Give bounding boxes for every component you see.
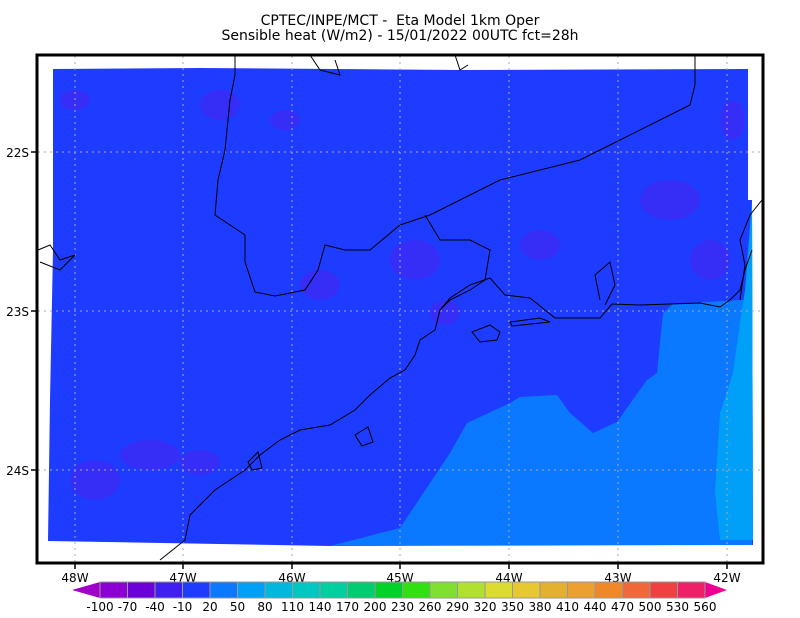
colorbar-label: 500: [639, 600, 662, 614]
title-line-2: Sensible heat (W/m2) - 15/01/2022 00UTC …: [221, 28, 579, 44]
colorbar-label: -70: [118, 600, 138, 614]
colorbar-box: [127, 581, 156, 599]
coastline-border-line: [309, 54, 341, 76]
colorbar-label: 380: [529, 600, 552, 614]
colorbar-box: [512, 581, 541, 599]
colorbar-label: 350: [501, 600, 524, 614]
colorbar-label: -10: [173, 600, 193, 614]
colorbar-label: 260: [419, 600, 442, 614]
grid-lines: [38, 56, 762, 562]
colorbar-box: [292, 581, 321, 599]
colorbar-label: -40: [145, 600, 165, 614]
colorbar-label: -100: [86, 600, 113, 614]
colorbar-label: 290: [446, 600, 469, 614]
coastline-border-line: [739, 199, 763, 301]
title-line-1: CPTEC/INPE/MCT - Eta Model 1km Oper: [260, 13, 540, 29]
coastline-border-line: [594, 261, 616, 306]
negative-flux-patch: [390, 240, 440, 280]
island-outline: [354, 426, 374, 447]
colorbar-box: [649, 581, 678, 599]
negative-flux-patch: [270, 110, 300, 130]
coastline-border-line: [159, 249, 753, 561]
coastline-border-line: [214, 55, 696, 297]
negative-flux-patch: [300, 270, 340, 300]
colorbar-label: 230: [391, 600, 414, 614]
colorbar-label: 440: [584, 600, 607, 614]
sensible-heat-field: [48, 68, 753, 546]
negative-flux-patch: [720, 100, 745, 140]
colorbar-box: [99, 581, 128, 599]
negative-flux-patch: [200, 90, 240, 120]
colorbar-label: 170: [336, 600, 359, 614]
longitude-label: 42W: [713, 571, 740, 585]
ocean-region-far: [715, 200, 753, 540]
colorbar-label: 140: [309, 600, 332, 614]
negative-flux-patch: [690, 240, 730, 280]
latitude-label: 24S: [6, 464, 29, 478]
colorbar-box: [402, 581, 431, 599]
colorbar-label: 110: [281, 600, 304, 614]
colorbar-box: [319, 581, 348, 599]
island-outline: [247, 451, 263, 471]
colorbar-label: 200: [364, 600, 387, 614]
colorbar-box: [237, 581, 266, 599]
negative-flux-patch: [120, 440, 180, 470]
colorbar-box: [539, 581, 568, 599]
island-outline: [471, 324, 501, 343]
coastline-border-line: [454, 54, 469, 71]
coastline-border-line: [37, 244, 76, 271]
ocean-region-near: [330, 300, 752, 546]
colorbar-box: [622, 581, 651, 599]
colorbar-label: 50: [230, 600, 245, 614]
negative-flux-patch: [640, 180, 700, 220]
colorbar-under-triangle: [72, 582, 100, 598]
colorbar-label: 530: [666, 600, 689, 614]
coastline-and-borders: [37, 54, 763, 561]
negative-flux-patch: [180, 450, 220, 475]
colorbar-label: 20: [202, 600, 217, 614]
colorbar-box: [594, 581, 623, 599]
colorbar-label: 470: [611, 600, 634, 614]
colorbar-over-triangle: [705, 582, 727, 598]
negative-flux-patch: [70, 460, 120, 500]
latitude-label: 23S: [6, 305, 29, 319]
colorbar-box: [567, 581, 596, 599]
colorbar-box: [484, 581, 513, 599]
colorbar-box: [154, 581, 183, 599]
colorbar-box: [374, 581, 403, 599]
colorbar-box: [677, 581, 706, 599]
colorbar-box: [457, 581, 486, 599]
colorbar-box: [182, 581, 211, 599]
latitude-label: 22S: [6, 146, 29, 160]
colorbar-label: 320: [474, 600, 497, 614]
coastline-border-line: [424, 214, 491, 311]
colorbar-label: 560: [694, 600, 717, 614]
colorbar-label: 410: [556, 600, 579, 614]
colorbar-box: [209, 581, 238, 599]
colorbar: -100 -70 -40 -10 20 50 80 110 140 170 200 230 260 290…: [72, 581, 727, 614]
longitude-label: 48W: [61, 571, 88, 585]
colorbar-box: [264, 581, 293, 599]
negative-flux-patch: [520, 230, 560, 260]
colorbar-box: [347, 581, 376, 599]
island-outline: [509, 317, 551, 327]
colorbar-box: [429, 581, 458, 599]
colorbar-label: 80: [257, 600, 272, 614]
